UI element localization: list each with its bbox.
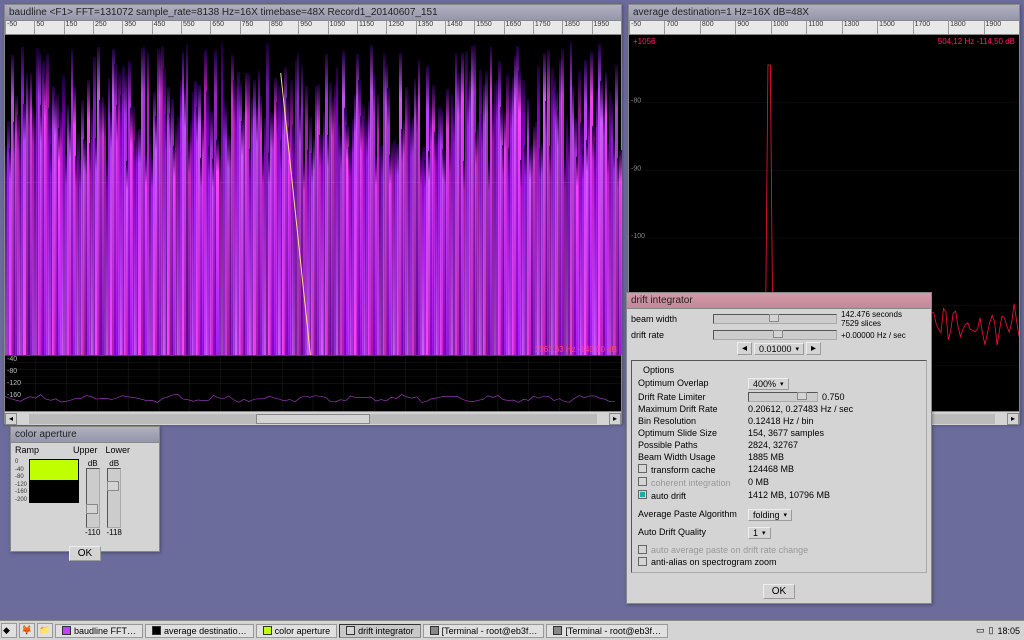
tray-icon[interactable]: ▯ (989, 625, 994, 636)
beam-width-seconds: 142.476 seconds (841, 310, 927, 319)
lower-value: -118 (106, 528, 121, 537)
taskbar-item[interactable]: [Terminal - root@eb3f… (423, 624, 545, 638)
drift-step-down-button[interactable]: ◂ (737, 342, 752, 355)
spectrogram-title[interactable]: baudline <F1> FFT=131072 sample_rate=813… (5, 5, 621, 21)
drift-option-row: Maximum Drift Rate0.20612, 0.27483 Hz / … (636, 403, 922, 415)
lower-slider[interactable] (107, 468, 121, 528)
ramp-header: Ramp (15, 445, 65, 455)
drift-title[interactable]: drift integrator (627, 293, 931, 309)
avg-paste-label: Average Paste Algorithm (638, 509, 748, 521)
sub-checkbox[interactable] (638, 557, 647, 566)
drift-option-row: coherent integration0 MB (636, 476, 922, 489)
drift-option-row: Optimum Slide Size154, 3677 samples (636, 427, 922, 439)
drift-option-row: Optimum Overlap400% (636, 377, 922, 391)
drift-ok-button[interactable]: OK (763, 584, 795, 599)
start-button[interactable]: ◆ (1, 623, 17, 638)
svg-text:-80: -80 (631, 98, 641, 105)
beam-width-slices: 7529 slices (841, 319, 927, 328)
average-ruler: -507008009001000110013001500170018001900 (629, 21, 1019, 35)
upper-header: Upper (73, 445, 98, 455)
drift-option-row: Possible Paths2824, 32767 (636, 439, 922, 451)
lower-header: Lower (106, 445, 131, 455)
drift-option-row: auto drift1412 MB, 10796 MB (636, 489, 922, 502)
drift-step-input[interactable]: 0.01000 (754, 343, 804, 355)
beam-width-slider[interactable] (713, 314, 837, 324)
drift-option-row: Drift Rate Limiter0.750 (636, 391, 922, 403)
launcher-icon[interactable]: 🦊 (19, 623, 35, 638)
opt-checkbox[interactable] (638, 464, 647, 473)
sub-checkbox[interactable] (638, 545, 647, 554)
drift-option-row: transform cache124468 MB (636, 463, 922, 476)
tray-icon[interactable]: ▭ (976, 625, 985, 636)
system-tray: ▭ ▯ 18:05 (972, 625, 1024, 636)
auto-drift-q-combo[interactable]: 1 (748, 527, 771, 539)
spectrum-readout: 1063,63 Hz -140,00 dB (535, 345, 617, 354)
opt-checkbox[interactable] (638, 477, 647, 486)
clock: 18:05 (997, 626, 1020, 636)
avg-paste-combo[interactable]: folding (748, 509, 792, 521)
drift-rate-value: +0.00000 Hz / sec (841, 331, 927, 340)
spectrogram-ruler: -505015025035045055065075085095010501150… (5, 21, 621, 35)
taskbar-item[interactable]: color aperture (256, 624, 338, 638)
taskbar-item[interactable]: drift integrator (339, 624, 421, 638)
scroll-thumb[interactable] (256, 414, 370, 424)
spectrogram-window: baudline <F1> FFT=131072 sample_rate=813… (4, 4, 622, 424)
opt-combo[interactable]: 400% (748, 378, 789, 390)
scroll-right-arrow[interactable]: ▸ (609, 413, 621, 425)
opt-checkbox[interactable] (638, 490, 647, 499)
drift-rate-slider[interactable] (713, 330, 837, 340)
auto-drift-q-label: Auto Drift Quality (638, 527, 748, 539)
taskbar-item[interactable]: [Terminal - root@eb3f… (546, 624, 668, 638)
beam-width-label: beam width (631, 314, 709, 324)
upper-value: -110 (85, 528, 100, 537)
drift-integrator-window: drift integrator beam width 142.476 seco… (626, 292, 932, 604)
svg-text:-90: -90 (631, 165, 641, 172)
taskbar-item[interactable]: average destinatio… (145, 624, 254, 638)
taskbar: ◆ 🦊 📁 baudline FFT…average destinatio…co… (0, 620, 1024, 640)
color-aperture-window: color aperture Ramp Upper Lower 0-40-80-… (10, 426, 160, 552)
color-aperture-title[interactable]: color aperture (11, 427, 159, 443)
color-aperture-ok-button[interactable]: OK (69, 546, 101, 561)
spectrogram-scrollbar[interactable]: ◂ ▸ (5, 411, 621, 425)
avg-scroll-right[interactable]: ▸ (1007, 413, 1019, 425)
ramp-display (29, 459, 79, 503)
upper-slider[interactable] (86, 468, 100, 528)
drift-rate-label: drift rate (631, 330, 709, 340)
taskbar-item[interactable]: baudline FFT… (55, 624, 143, 638)
opt-slider[interactable] (748, 392, 818, 402)
spectrogram-display[interactable] (5, 35, 621, 355)
average-title[interactable]: average destination=1 Hz=16X dB=48X (629, 5, 1019, 21)
scroll-left-arrow[interactable]: ◂ (5, 413, 17, 425)
launcher-icon-2[interactable]: 📁 (37, 623, 53, 638)
drift-option-row: Beam Width Usage1885 MB (636, 451, 922, 463)
options-legend: Options (640, 365, 677, 375)
drift-options-group: Options Optimum Overlap400%Drift Rate Li… (631, 360, 927, 573)
drift-option-row: Bin Resolution0.12418 Hz / bin (636, 415, 922, 427)
drift-step-up-button[interactable]: ▸ (806, 342, 821, 355)
upper-db-label: dB (88, 459, 98, 468)
lower-db-label: dB (109, 459, 119, 468)
spectrum-lower-chart[interactable]: 1063,63 Hz -140,00 dB -40-80-120-160 (5, 355, 621, 411)
svg-text:-100: -100 (631, 233, 645, 240)
